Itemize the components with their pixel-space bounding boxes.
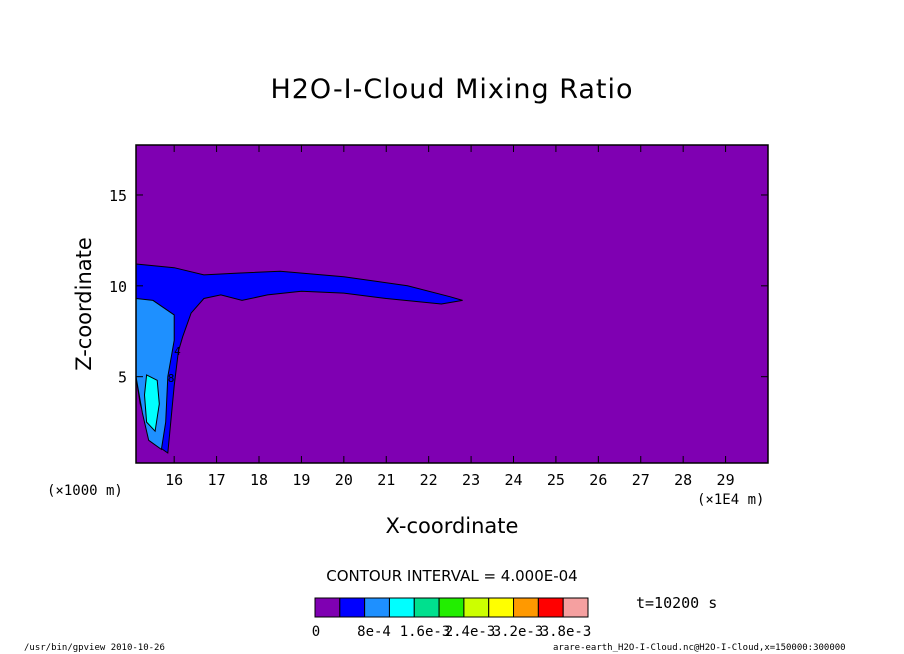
x-tick-label: 20 — [335, 471, 353, 489]
colorbar-swatch — [513, 597, 539, 618]
x-tick-label: 19 — [292, 471, 310, 489]
contour-label: 8 — [168, 372, 175, 385]
chart-title: H2O-I-Cloud Mixing Ratio — [270, 74, 634, 105]
x-tick-label: 24 — [504, 471, 522, 489]
contour-lines: 48 — [168, 345, 181, 385]
colorbar-swatch — [537, 597, 564, 618]
colorbar-label: 3.8e-3 — [541, 624, 592, 640]
contour-interval-label: CONTOUR INTERVAL = 4.000E-04 — [326, 567, 578, 585]
plot-frame — [135, 144, 769, 464]
colorbar-swatch — [364, 597, 390, 618]
colorbar-swatch — [413, 597, 440, 618]
x-tick-label: 22 — [420, 471, 438, 489]
y-tick-label: 5 — [118, 369, 127, 387]
footer-source: arare-earth_H2O-I-Cloud.nc@H2O-I-Cloud,x… — [553, 643, 846, 653]
time-label: t=10200 s — [636, 594, 718, 612]
y-tick-label: 10 — [109, 278, 127, 296]
colorbar-swatch — [438, 597, 465, 618]
colorbar-swatch — [388, 597, 415, 618]
x-axis-scale: (×1E4 m) — [697, 492, 765, 508]
colorbar-swatch — [488, 597, 515, 618]
x-tick-label: 26 — [589, 471, 607, 489]
colorbar-label: 1.6e-3 — [400, 624, 451, 640]
x-tick-label: 16 — [165, 471, 183, 489]
cloud-region-updraft — [143, 374, 160, 433]
x-tick-label: 27 — [632, 471, 650, 489]
x-tick-label: 17 — [208, 471, 226, 489]
x-tick-label: 21 — [377, 471, 395, 489]
y-tick-label: 15 — [109, 187, 127, 205]
colorbar-label: 8e-4 — [357, 624, 391, 640]
footer-command: /usr/bin/gpview 2010-10-26 — [24, 643, 165, 653]
y-axis-label: Z-coordinate — [72, 237, 96, 371]
cloud-regions — [135, 263, 463, 454]
x-axis-label: X-coordinate — [385, 514, 519, 538]
y-axis-ticks: 5 10 15 — [109, 187, 768, 387]
colorbar-label: 3.2e-3 — [493, 624, 544, 640]
plot-background — [136, 145, 768, 463]
colorbar-label: 2.4e-3 — [445, 624, 496, 640]
x-tick-label: 29 — [717, 471, 735, 489]
colorbar-swatch — [314, 597, 341, 618]
colorbar: 0 8e-4 1.6e-32.4e-33.2e-33.8e-3 — [312, 597, 592, 640]
x-tick-label: 25 — [547, 471, 565, 489]
colorbar-label: 0 — [312, 624, 320, 640]
x-tick-label: 18 — [250, 471, 268, 489]
x-axis-unit: (×1000 m) — [47, 483, 123, 499]
colorbar-swatch — [463, 597, 490, 618]
x-axis-ticks: 16 17 18 19 20 21 22 23 24 25 26 27 28 29 — [165, 145, 735, 489]
cloud-region-anvil — [135, 263, 463, 454]
colorbar-swatch — [562, 597, 589, 618]
colorbar-swatch — [339, 597, 366, 618]
x-tick-label: 28 — [674, 471, 692, 489]
x-tick-label: 23 — [462, 471, 480, 489]
contour-label: 4 — [174, 345, 181, 358]
